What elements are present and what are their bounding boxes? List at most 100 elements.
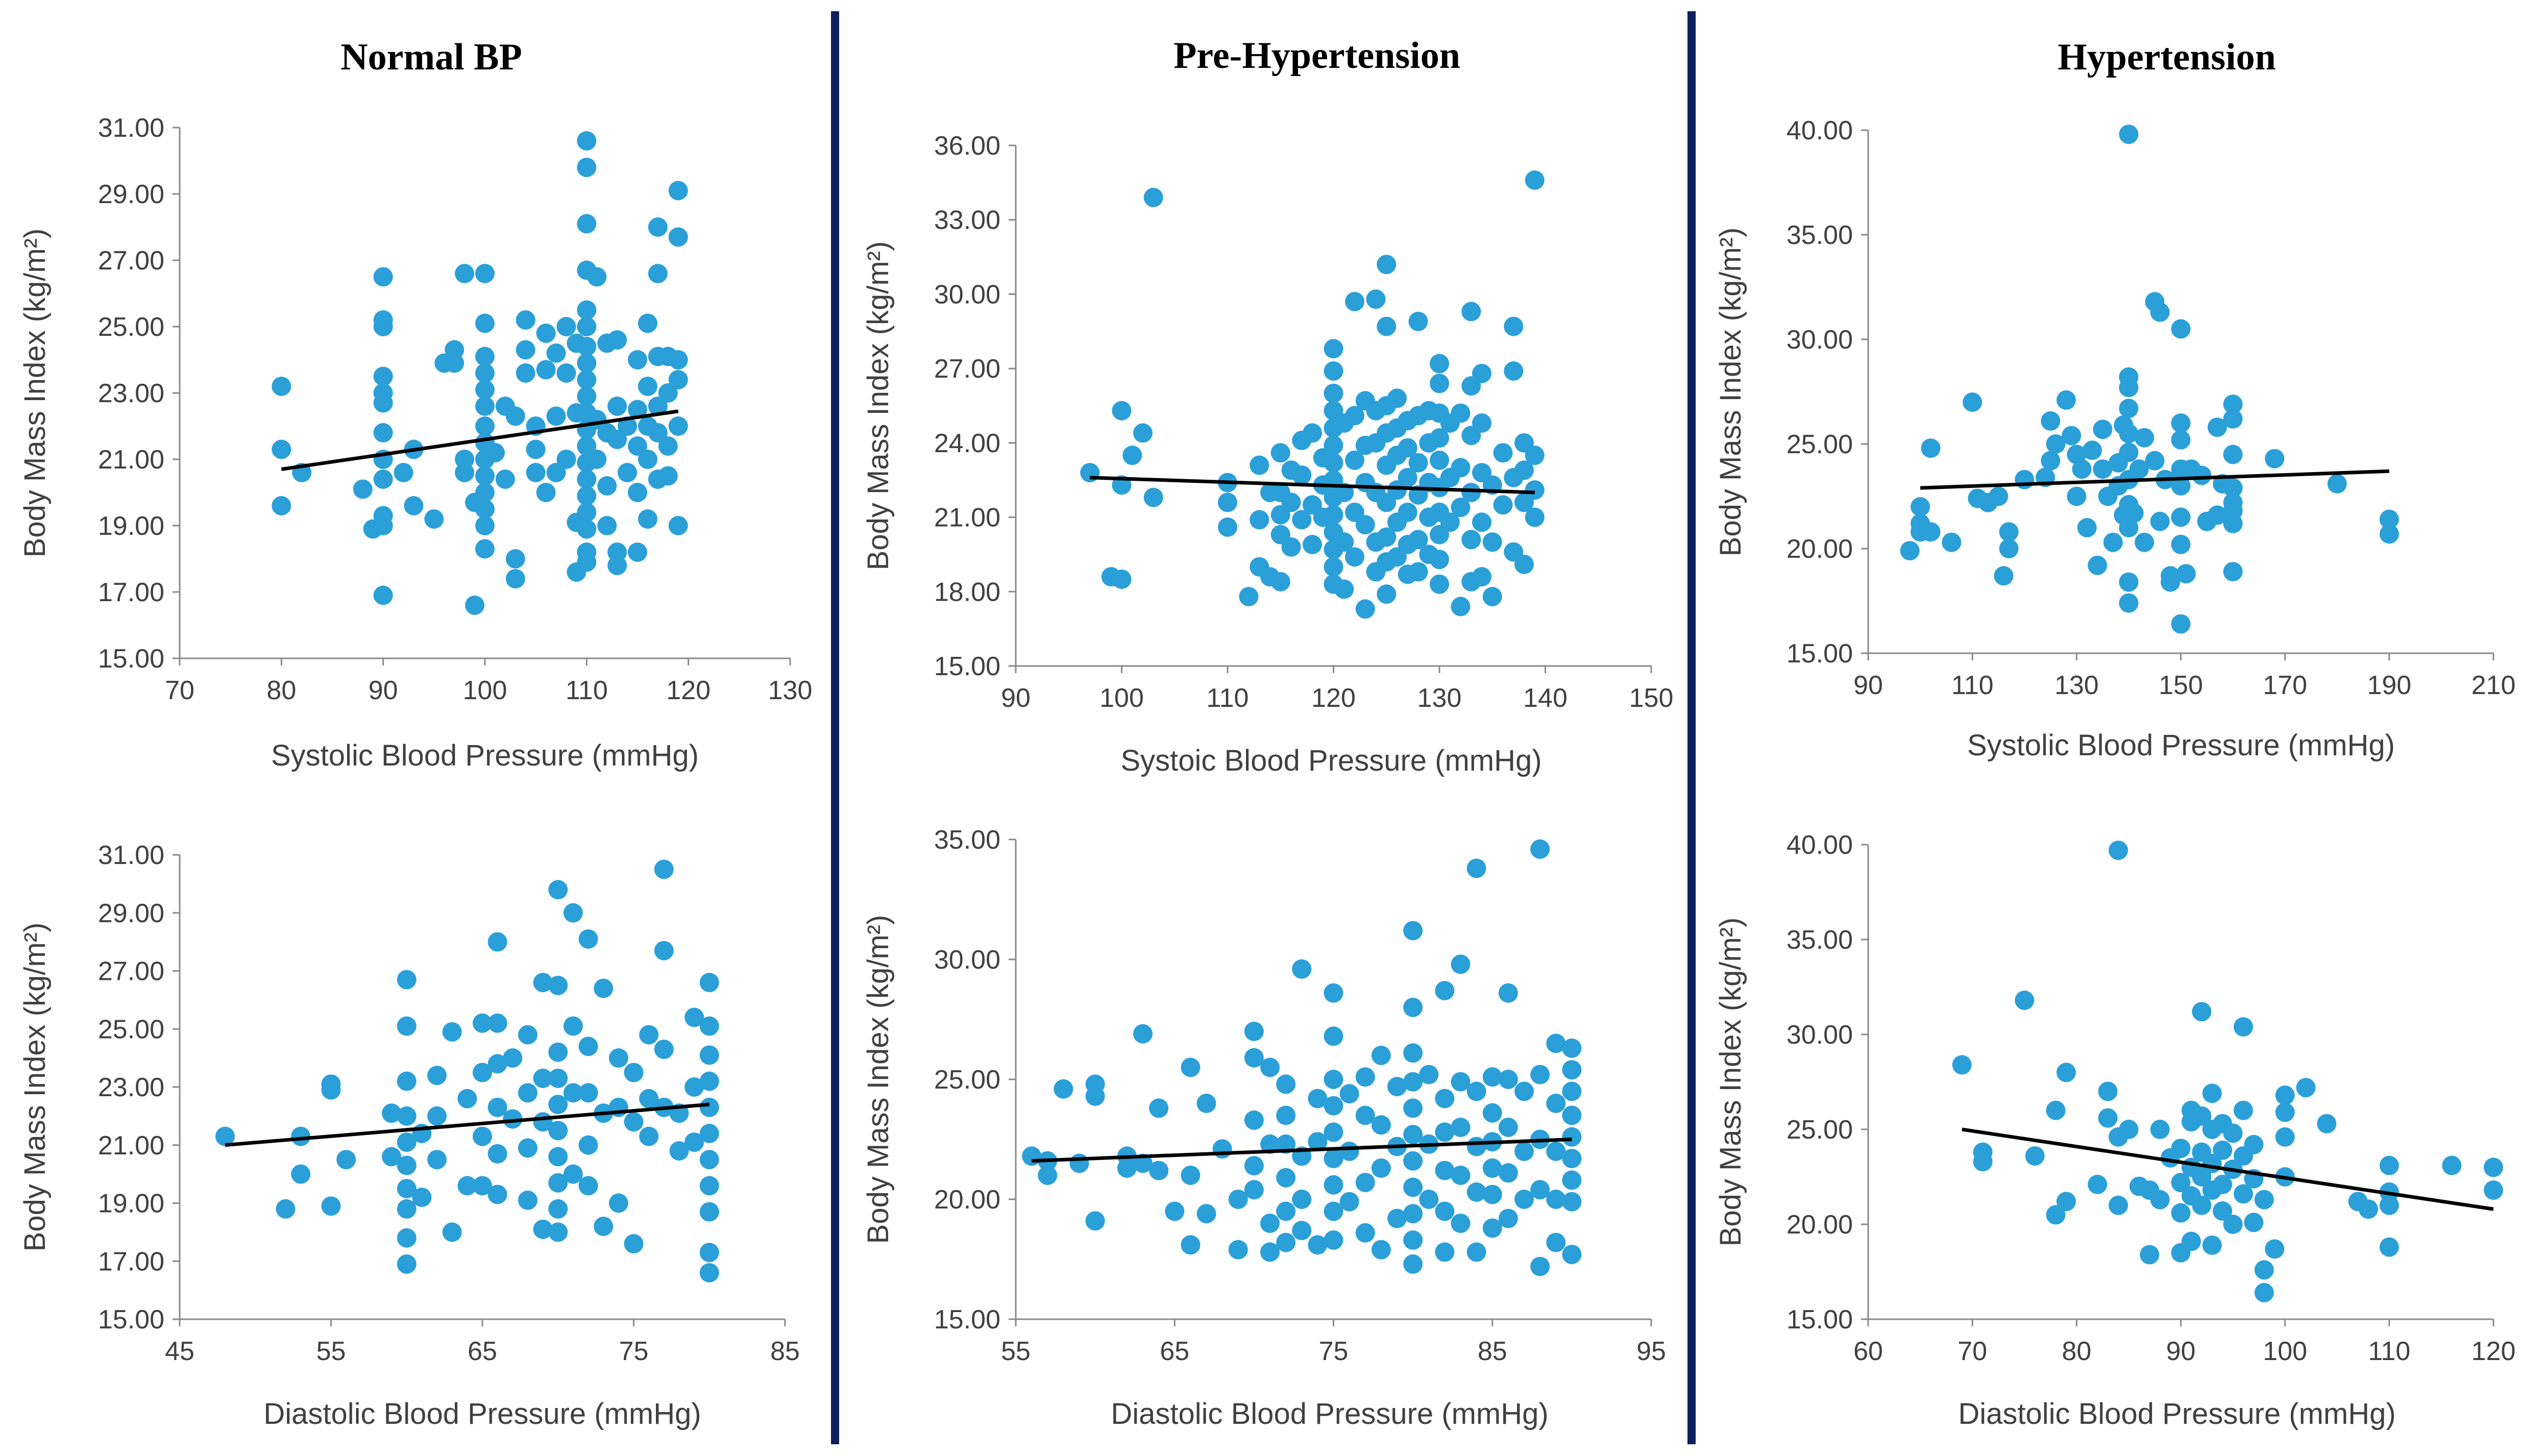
data-point <box>473 1063 492 1082</box>
data-point <box>699 1097 719 1117</box>
data-point <box>1112 570 1132 589</box>
data-point <box>1260 1057 1280 1077</box>
data-point <box>1994 566 2014 586</box>
y-tick-label: 35.00 <box>1787 220 1853 250</box>
data-point <box>382 1103 402 1123</box>
data-point <box>373 470 393 489</box>
data-point <box>536 483 556 502</box>
data-point <box>563 1164 583 1184</box>
data-point <box>2041 451 2061 471</box>
data-point <box>648 264 668 283</box>
data-point <box>1303 535 1322 554</box>
data-point <box>1472 567 1491 587</box>
data-point <box>2171 1139 2191 1158</box>
data-point <box>397 1199 417 1219</box>
data-point <box>2223 409 2243 429</box>
data-point <box>373 516 393 535</box>
data-point <box>578 1135 598 1155</box>
data-point <box>272 439 291 459</box>
data-point <box>1355 515 1375 535</box>
data-point <box>1069 1153 1089 1173</box>
data-point <box>1403 998 1423 1017</box>
data-point <box>2145 451 2165 471</box>
trend-line <box>1962 1127 2494 1211</box>
data-point <box>475 264 495 283</box>
data-point <box>1398 502 1417 522</box>
y-tick-label: 29.00 <box>98 899 164 928</box>
data-point <box>473 1013 492 1033</box>
x-tick-label: 110 <box>2368 1337 2410 1366</box>
y-axis-label: Body Mass Index (kg/m²) <box>1714 228 1747 557</box>
y-tick-label: 15.00 <box>934 1305 1000 1335</box>
data-point <box>1377 255 1397 275</box>
data-point <box>2275 1085 2295 1105</box>
data-point <box>1430 450 1449 470</box>
column-divider-right <box>1687 11 1696 1444</box>
data-point <box>1403 1043 1423 1063</box>
data-point <box>1403 1177 1423 1197</box>
data-point <box>699 1263 719 1282</box>
data-point <box>2327 474 2347 493</box>
data-point <box>1472 363 1491 383</box>
data-point <box>1324 505 1343 525</box>
y-tick-label: 35.00 <box>1787 925 1853 955</box>
data-point <box>628 400 647 419</box>
data-point <box>607 542 627 562</box>
data-point <box>577 353 597 373</box>
data-point <box>658 383 678 403</box>
data-point <box>699 1016 719 1036</box>
data-point <box>1334 579 1354 599</box>
data-point <box>1430 550 1449 570</box>
data-point <box>1339 1192 1359 1212</box>
data-point <box>397 970 417 990</box>
data-point <box>1339 1142 1359 1161</box>
data-point <box>1181 1235 1201 1255</box>
data-point <box>487 1054 507 1074</box>
data-point <box>373 585 393 605</box>
data-point <box>487 1184 507 1204</box>
data-point <box>516 310 535 330</box>
data-point <box>1546 1232 1566 1252</box>
data-point <box>475 416 495 436</box>
data-point <box>577 214 597 234</box>
data-point <box>2067 445 2087 464</box>
column-title-pre-hypertension: Pre-Hypertension <box>1173 35 1460 77</box>
x-tick-label: 75 <box>619 1337 649 1366</box>
data-point <box>2124 503 2144 523</box>
y-tick-label: 20.00 <box>934 1185 1000 1215</box>
data-point <box>1482 1158 1502 1178</box>
y-tick-label: 40.00 <box>1787 830 1853 860</box>
y-tick-label: 23.00 <box>98 1073 164 1102</box>
data-point <box>563 1016 583 1036</box>
y-axis-label: Body Mass Index (kg/m²) <box>18 229 52 558</box>
data-point <box>699 1243 719 1263</box>
data-point <box>548 1121 568 1141</box>
data-point <box>1324 1175 1343 1195</box>
data-point <box>2119 593 2139 613</box>
data-point <box>2442 1155 2462 1175</box>
y-tick-label: 33.00 <box>934 206 1000 235</box>
data-point <box>1324 1149 1343 1169</box>
y-tick-label: 20.00 <box>1787 534 1853 564</box>
data-point <box>577 317 597 336</box>
y-tick-label: 19.00 <box>98 1189 164 1219</box>
data-point <box>587 267 607 287</box>
data-point <box>548 1095 568 1115</box>
data-point <box>648 217 668 237</box>
data-point <box>2082 440 2102 460</box>
data-point <box>607 430 627 449</box>
data-point <box>556 317 576 336</box>
x-tick-label: 130 <box>768 676 813 705</box>
data-point <box>1276 1201 1296 1221</box>
data-point <box>1461 483 1481 502</box>
data-point <box>668 516 688 535</box>
scatter-chart-prehyp-diastolic: 15.00 20.00 25.00 30.00 35.00 55 65 75 85 95 Diast… <box>862 825 1666 1430</box>
data-point <box>1371 1240 1391 1260</box>
data-point <box>1085 1086 1105 1106</box>
y-tick-label: 27.00 <box>98 957 164 986</box>
data-point <box>2192 1002 2212 1022</box>
data-point <box>1562 1105 1582 1125</box>
data-point <box>1324 983 1343 1003</box>
data-point <box>1451 1214 1471 1233</box>
data-point <box>1324 339 1343 359</box>
